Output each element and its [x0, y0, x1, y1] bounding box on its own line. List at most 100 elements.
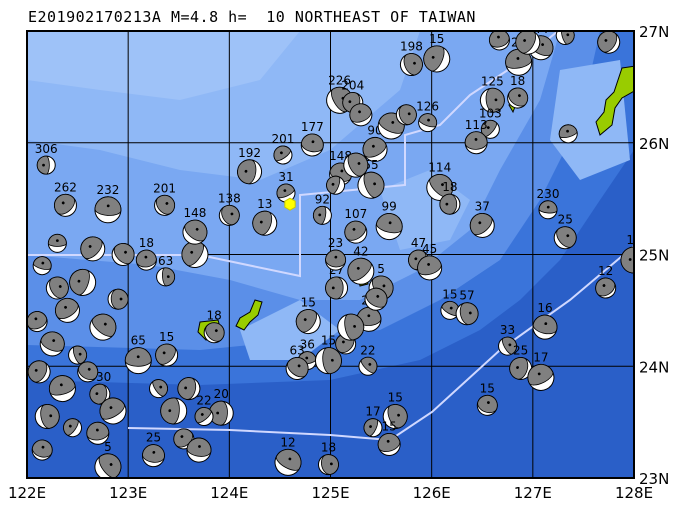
beachball[interactable]	[88, 382, 111, 405]
beachball[interactable]	[151, 191, 179, 219]
beachball[interactable]	[619, 245, 649, 275]
p-axis-dot	[546, 205, 550, 209]
beachball[interactable]	[438, 298, 463, 323]
beachball[interactable]	[178, 215, 212, 249]
beachball[interactable]	[176, 376, 202, 402]
beachball[interactable]	[531, 313, 560, 342]
beachball[interactable]	[324, 174, 347, 197]
beachball[interactable]	[312, 205, 333, 226]
beachball[interactable]	[361, 284, 391, 314]
beachball[interactable]	[151, 340, 182, 371]
compressional-quadrant	[508, 87, 529, 107]
beachball[interactable]	[236, 158, 263, 185]
beachball[interactable]	[107, 288, 129, 310]
beachball[interactable]	[274, 181, 298, 205]
beachball[interactable]	[66, 344, 89, 367]
beachball[interactable]	[46, 373, 78, 405]
depth-label: 125	[481, 74, 504, 88]
beachball[interactable]	[464, 131, 488, 155]
beachball[interactable]	[24, 357, 54, 387]
beachball[interactable]	[200, 319, 228, 347]
beachball[interactable]	[37, 328, 68, 359]
beachball[interactable]	[66, 266, 99, 299]
beachball[interactable]	[495, 334, 520, 359]
beachball[interactable]	[124, 347, 152, 375]
beachball[interactable]	[487, 27, 512, 52]
beachball[interactable]	[185, 437, 212, 464]
beachball[interactable]	[341, 217, 371, 247]
beachball[interactable]	[465, 208, 499, 242]
compressional-quadrant	[110, 288, 129, 310]
beachball[interactable]	[420, 42, 454, 76]
beachball[interactable]	[421, 169, 458, 206]
p-axis-dot	[200, 413, 204, 416]
beachball[interactable]	[550, 222, 581, 253]
beachball[interactable]	[250, 208, 280, 238]
beachball[interactable]	[76, 232, 110, 266]
beachball[interactable]	[416, 111, 439, 134]
beachball[interactable]	[85, 309, 122, 346]
beachball[interactable]	[594, 27, 624, 57]
beachball[interactable]	[474, 392, 500, 418]
beachball[interactable]	[380, 401, 411, 432]
beachball[interactable]	[24, 308, 50, 334]
beachball[interactable]	[146, 376, 171, 401]
beachball[interactable]	[108, 239, 139, 270]
beachball[interactable]	[524, 360, 559, 395]
beachball[interactable]	[30, 438, 55, 463]
beachball[interactable]	[361, 416, 385, 440]
beachball[interactable]	[325, 276, 349, 300]
beachball[interactable]	[373, 211, 405, 243]
beachball[interactable]	[282, 353, 313, 384]
beachball[interactable]	[538, 200, 558, 220]
beachball[interactable]	[359, 133, 391, 165]
beachball[interactable]	[557, 123, 579, 145]
beachball[interactable]	[299, 132, 325, 158]
beachball[interactable]	[47, 233, 67, 253]
beachball[interactable]	[50, 190, 81, 221]
beachball[interactable]	[191, 404, 216, 429]
beachball[interactable]	[42, 273, 72, 303]
beachball[interactable]	[375, 431, 403, 459]
beachball[interactable]	[95, 393, 131, 429]
beachball[interactable]	[85, 421, 110, 446]
depth-label: 92	[315, 192, 330, 206]
beachball[interactable]	[141, 443, 166, 468]
beachball[interactable]	[156, 267, 176, 287]
beachball[interactable]	[270, 143, 295, 168]
beachball[interactable]	[51, 294, 84, 327]
beachball[interactable]	[507, 355, 534, 382]
beachball[interactable]	[135, 249, 158, 272]
beachball[interactable]	[216, 202, 243, 229]
beachball[interactable]	[554, 24, 576, 46]
beachball[interactable]	[454, 301, 480, 327]
beachball[interactable]	[340, 149, 372, 181]
depth-label: 63	[158, 254, 173, 268]
beachball[interactable]	[355, 354, 380, 379]
beachball[interactable]	[314, 346, 343, 375]
beachball[interactable]	[94, 196, 122, 224]
beachball[interactable]	[439, 193, 461, 215]
beachball[interactable]	[343, 253, 380, 290]
beachball[interactable]	[270, 445, 305, 480]
beachball[interactable]	[31, 255, 53, 277]
beachball[interactable]	[479, 87, 506, 114]
beachball[interactable]	[33, 402, 61, 430]
beachball[interactable]	[36, 155, 56, 175]
beachball[interactable]	[354, 168, 388, 202]
beachball[interactable]	[397, 50, 426, 79]
beachball[interactable]	[335, 312, 365, 342]
beachball[interactable]	[592, 274, 620, 302]
beachball[interactable]	[316, 452, 340, 476]
beachball[interactable]	[292, 305, 325, 338]
beachball[interactable]	[90, 449, 126, 485]
beachball[interactable]	[60, 415, 85, 440]
beachball[interactable]	[504, 84, 532, 112]
beachball[interactable]	[325, 249, 347, 271]
beachball[interactable]	[160, 397, 188, 425]
p-axis-dot	[386, 439, 390, 443]
beachball[interactable]	[415, 253, 445, 283]
beachball[interactable]	[346, 100, 375, 129]
beachball[interactable]	[74, 358, 101, 385]
beachball[interactable]	[394, 102, 419, 127]
